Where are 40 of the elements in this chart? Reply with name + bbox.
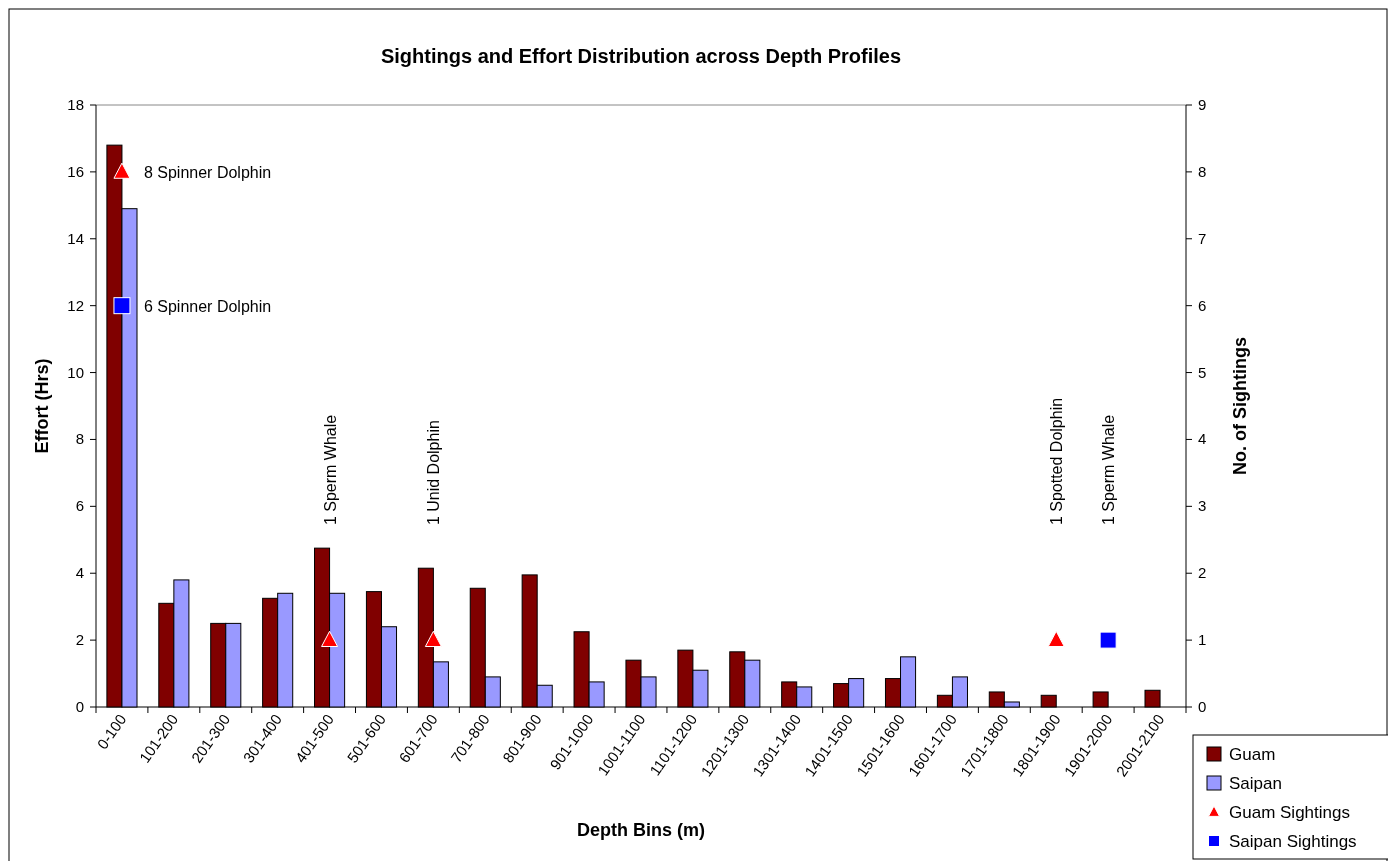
y2-tick-label: 5 (1198, 363, 1207, 381)
annotation: 1 Sperm Whale (321, 414, 339, 526)
y2-tick-label: 9 (1198, 96, 1207, 113)
point (424, 630, 442, 648)
y-tick-label: 10 (67, 363, 84, 381)
y-tick-label: 0 (75, 698, 84, 715)
y-tick-label: 2 (75, 631, 84, 649)
legend-label: Guam Sightings (1229, 803, 1350, 822)
point (1047, 630, 1065, 648)
annotation: 1 Spotted Dolphin (1048, 397, 1066, 526)
y2-tick-label: 3 (1198, 497, 1207, 515)
point (113, 297, 131, 315)
x-axis-title: Depth Bins (m) (577, 820, 705, 840)
y-tick-label: 18 (67, 96, 84, 113)
y2-axis-title: No. of Sightings (1230, 337, 1250, 475)
y2-tick-label: 6 (1198, 296, 1207, 314)
y2-tick-label: 7 (1198, 229, 1207, 247)
y-tick-label: 6 (75, 497, 84, 515)
y2-tick-label: 0 (1198, 698, 1207, 715)
y2-tick-label: 1 (1198, 631, 1207, 649)
y2-tick-label: 8 (1198, 162, 1207, 180)
annotation: 6 Spinner Dolphin (143, 297, 272, 315)
point (321, 630, 339, 648)
y-tick-label: 4 (75, 564, 84, 582)
point (1099, 631, 1117, 649)
legend-label: Saipan (1229, 774, 1282, 793)
legend-label: Saipan Sightings (1229, 832, 1357, 851)
y-tick-label: 16 (67, 162, 84, 180)
y-tick-label: 14 (67, 229, 84, 247)
legend-label: Guam (1229, 745, 1276, 764)
annotation: 8 Spinner Dolphin (143, 163, 272, 181)
annotation: 1 Unid Dolphin (425, 420, 443, 526)
annotation: 1 Sperm Whale (1100, 414, 1118, 526)
y-tick-label: 8 (75, 430, 84, 448)
y2-tick-label: 4 (1198, 430, 1207, 448)
chart-title: Sightings and Effort Distribution across Depth Profiles (380, 45, 902, 67)
y2-tick-label: 2 (1198, 564, 1207, 582)
point (113, 162, 131, 179)
y-axis-title: Effort (Hrs) (32, 358, 52, 454)
y-tick-label: 12 (67, 296, 84, 314)
